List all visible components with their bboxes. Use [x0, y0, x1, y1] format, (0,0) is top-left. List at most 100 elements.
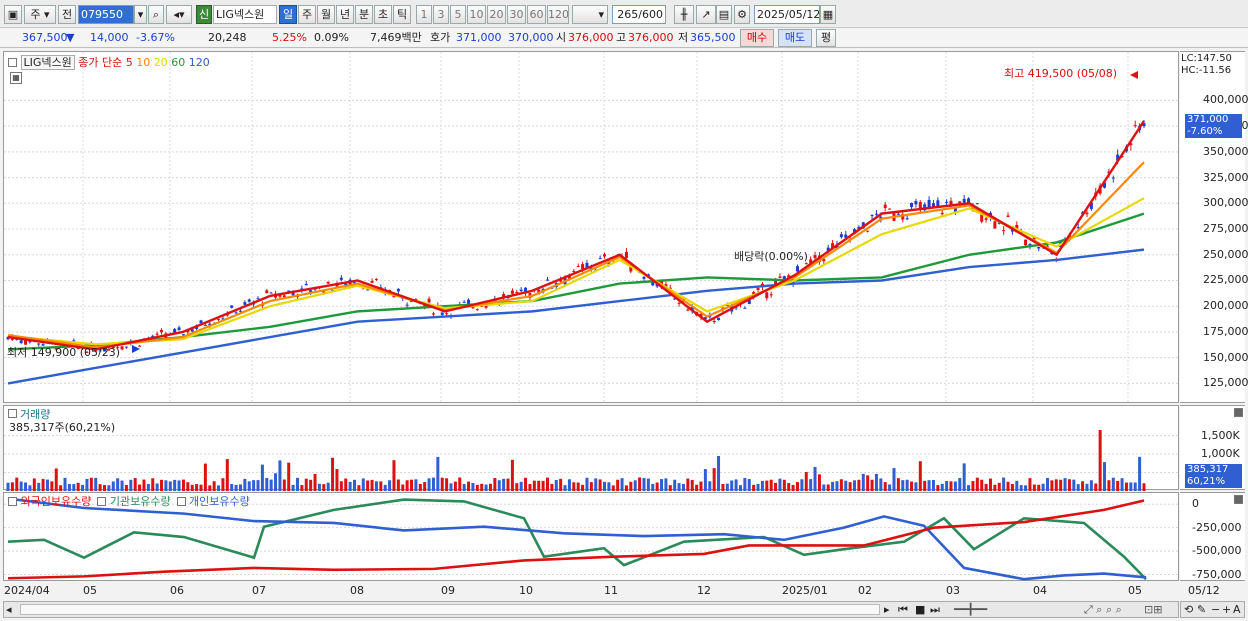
volume-bar — [63, 477, 67, 491]
holder-pane[interactable]: 외국인보유수량 기관보유수량 개인보유수량 — [3, 492, 1180, 581]
volume-bar — [28, 485, 32, 491]
interval-dropdown[interactable]: ▾ — [572, 5, 608, 24]
volume-bar — [769, 479, 773, 491]
price-pane[interactable]: LIG넥스원 종가 단순 5 10 20 60 120 ▦ 최고 419,500… — [3, 51, 1180, 404]
interval-5[interactable]: 5 — [450, 5, 466, 24]
zoom-tool-icons[interactable]: ⤢ ⌕ ⌕ ⌕ — [1084, 603, 1122, 616]
volume-bar — [1015, 480, 1019, 491]
sound-icon[interactable]: ◂▾ — [166, 5, 192, 24]
volume-bar — [1076, 484, 1080, 491]
holder-toggle-icon-0[interactable] — [8, 497, 17, 506]
eval-button[interactable]: 평 — [816, 29, 836, 47]
volume-bar — [703, 469, 707, 491]
search-icon[interactable]: ⌕ — [148, 5, 164, 24]
prev-button[interactable]: 전 — [58, 5, 76, 24]
holder-toggle-icon-2[interactable] — [176, 497, 186, 506]
scroll-right-icon[interactable]: ▸ — [884, 603, 890, 616]
market-select[interactable]: 주 ▾ — [24, 5, 56, 24]
volume-bar — [243, 478, 247, 491]
interval-20[interactable]: 20 — [487, 5, 506, 24]
candle-body — [598, 258, 602, 260]
chart-scrollbar[interactable]: ◂ ▸ ⏮ ■ ⏭ ━━╋━━ ⤢ ⌕ ⌕ ⌕ ⊡⊞ — [3, 601, 1179, 618]
volume-bar — [199, 484, 203, 491]
candle-body — [138, 345, 142, 347]
volume-bar — [225, 459, 229, 491]
zoom-out-icon[interactable]: − — [1211, 603, 1221, 616]
gear-icon[interactable]: ⚙ — [734, 5, 750, 24]
scroll-last-icon[interactable]: ⏭ — [930, 603, 940, 616]
volume-bar — [304, 478, 308, 491]
reset-icon[interactable]: ⟲ — [1184, 603, 1194, 616]
volume-bar — [111, 481, 115, 491]
volume-bar — [510, 459, 514, 491]
zoom-tools-2-icon[interactable]: ⊡⊞ — [1144, 603, 1163, 616]
table-icon[interactable]: ▦ — [10, 72, 22, 84]
buy-button[interactable]: 매수 — [740, 29, 774, 47]
candle-body — [958, 201, 962, 204]
volume-bar — [962, 463, 966, 491]
draw-icon[interactable]: ↗ — [696, 5, 716, 24]
zoom-in-icon[interactable]: + — [1222, 603, 1232, 616]
candle-body — [949, 200, 953, 205]
tab-0[interactable]: 일 — [279, 5, 297, 24]
candle-body — [1032, 236, 1036, 240]
sell-button[interactable]: 매도 — [778, 29, 812, 47]
scroll-stop-icon[interactable]: ■ — [915, 603, 926, 616]
volume-bar — [804, 472, 808, 491]
volume-bar — [67, 483, 71, 491]
tab-5[interactable]: 초 — [374, 5, 392, 24]
candle-body — [765, 292, 769, 299]
volume-bar — [800, 479, 804, 491]
interval-10[interactable]: 10 — [467, 5, 486, 24]
interval-1[interactable]: 1 — [416, 5, 432, 24]
candle-body — [304, 283, 308, 286]
candle-icon[interactable]: ╫ — [674, 5, 694, 24]
volume-close-icon[interactable] — [1234, 408, 1243, 417]
volume-bar — [1085, 483, 1089, 491]
volume-pane[interactable]: 거래량 385,317주(60,21%) — [3, 405, 1180, 491]
candle-body — [94, 350, 98, 352]
code-dropdown-icon[interactable]: ▾ — [134, 5, 147, 24]
holder-toggle-icon-1[interactable] — [97, 497, 107, 506]
scroll-thumb[interactable] — [20, 604, 880, 615]
interval-3[interactable]: 3 — [433, 5, 449, 24]
volume-bar — [1019, 485, 1023, 491]
tab-3[interactable]: 년 — [336, 5, 354, 24]
candle-body — [353, 282, 357, 284]
tab-2[interactable]: 월 — [317, 5, 335, 24]
volume-bar — [54, 468, 58, 491]
volume-bar — [300, 485, 304, 491]
count-field[interactable]: 265/600 — [612, 5, 666, 24]
tab-1[interactable]: 주 — [298, 5, 316, 24]
volume-bar — [1010, 483, 1014, 491]
volume-bar — [664, 478, 668, 491]
candle-body — [322, 291, 326, 294]
volume-bar — [94, 477, 98, 491]
scroll-left-icon[interactable]: ◂ — [6, 603, 12, 616]
volume-bar — [155, 483, 159, 491]
code-input[interactable]: 079550 — [78, 5, 134, 24]
date-field[interactable]: 2025/05/12 — [754, 5, 820, 24]
interval-120[interactable]: 120 — [547, 5, 569, 24]
volume-toggle-icon[interactable] — [8, 409, 17, 418]
interval-30[interactable]: 30 — [507, 5, 526, 24]
font-size-icon[interactable]: A — [1233, 603, 1241, 616]
volume-bar — [151, 478, 155, 491]
volume-bar — [1103, 462, 1107, 491]
legend-toggle-icon[interactable] — [8, 58, 17, 67]
zoom-slider-icon[interactable]: ━━╋━━ — [954, 603, 988, 616]
save-icon[interactable]: ▤ — [716, 5, 732, 24]
pen-icon[interactable]: ✎ — [1197, 603, 1207, 616]
candle-body — [1116, 154, 1120, 161]
interval-60[interactable]: 60 — [527, 5, 546, 24]
volume-bar — [1124, 482, 1128, 491]
tab-6[interactable]: 틱 — [393, 5, 411, 24]
calendar-icon[interactable]: ▦ — [820, 5, 836, 24]
holder-close-icon[interactable] — [1234, 495, 1243, 504]
layout-icon[interactable]: ▣ — [4, 5, 22, 24]
candle-body — [962, 198, 966, 203]
scroll-first-icon[interactable]: ⏮ — [898, 603, 908, 616]
quote-bar: 367,500 ▼ 14,000 -3.67% 20,248 5.25% 0.0… — [0, 28, 1248, 48]
volume-bar — [1081, 481, 1085, 491]
tab-4[interactable]: 분 — [355, 5, 373, 24]
